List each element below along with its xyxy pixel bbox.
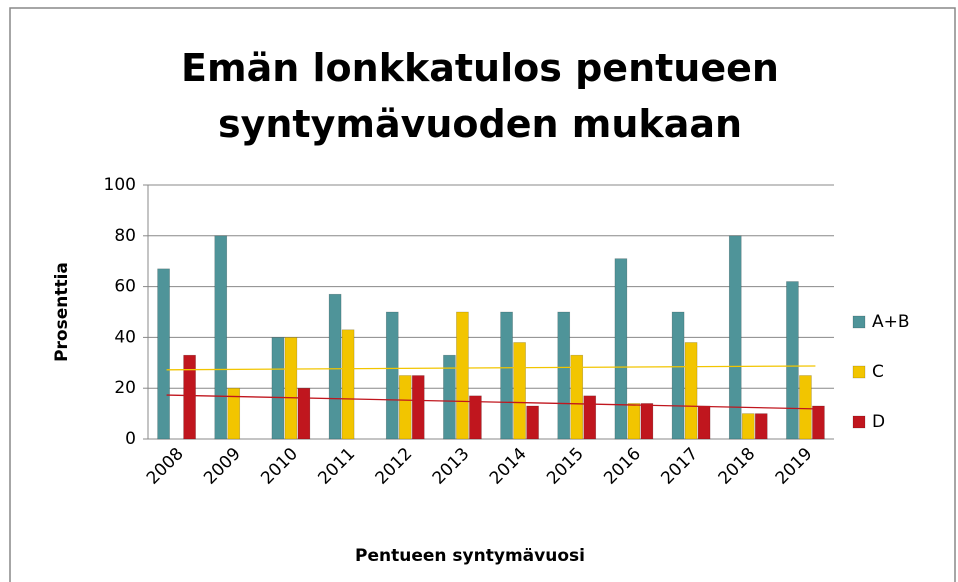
bar bbox=[526, 405, 539, 440]
y-tick-label: 20 bbox=[114, 378, 136, 398]
bar bbox=[627, 403, 641, 440]
bar bbox=[741, 413, 755, 440]
bar bbox=[398, 375, 412, 440]
bar bbox=[754, 413, 768, 440]
legend-label: C bbox=[872, 362, 884, 382]
bar bbox=[214, 235, 228, 440]
legend-swatch bbox=[852, 415, 866, 429]
bar bbox=[443, 354, 456, 440]
bar bbox=[697, 405, 711, 440]
bar bbox=[271, 337, 285, 440]
bar bbox=[157, 268, 170, 440]
chart-title: Emän lonkkatulos pentueen syntymävuoden … bbox=[181, 46, 779, 146]
y-tick-label: 80 bbox=[114, 226, 136, 246]
bar bbox=[671, 311, 685, 440]
y-axis-label: Prosenttia bbox=[52, 262, 72, 362]
bar bbox=[183, 354, 196, 440]
bar bbox=[456, 311, 469, 440]
x-axis-label: Pentueen syntymävuosi bbox=[355, 546, 585, 566]
bar bbox=[469, 395, 482, 440]
bar bbox=[728, 235, 742, 440]
bar bbox=[583, 395, 597, 440]
legend-swatch bbox=[852, 365, 866, 379]
trendline bbox=[166, 394, 816, 410]
y-tick-label: 0 bbox=[125, 429, 136, 449]
legend-label: D bbox=[872, 412, 885, 432]
bar bbox=[341, 329, 355, 440]
bar bbox=[557, 311, 571, 440]
bar bbox=[786, 281, 799, 440]
bar bbox=[812, 405, 825, 440]
bar bbox=[513, 342, 526, 440]
bar bbox=[614, 258, 628, 440]
bar bbox=[284, 337, 298, 440]
bar bbox=[799, 375, 812, 440]
bar bbox=[227, 387, 241, 440]
trendline bbox=[166, 365, 816, 371]
bar bbox=[570, 354, 584, 440]
legend-label: A+B bbox=[872, 312, 910, 332]
y-tick-label: 100 bbox=[104, 175, 136, 195]
bar bbox=[500, 311, 513, 440]
bar bbox=[684, 342, 698, 440]
legend-swatch bbox=[852, 315, 866, 329]
y-tick-label: 60 bbox=[114, 277, 136, 297]
bar bbox=[385, 311, 399, 440]
bar bbox=[297, 387, 311, 440]
bar bbox=[328, 293, 342, 440]
bar bbox=[640, 403, 654, 440]
bar bbox=[411, 375, 425, 440]
y-tick-label: 40 bbox=[114, 327, 136, 347]
